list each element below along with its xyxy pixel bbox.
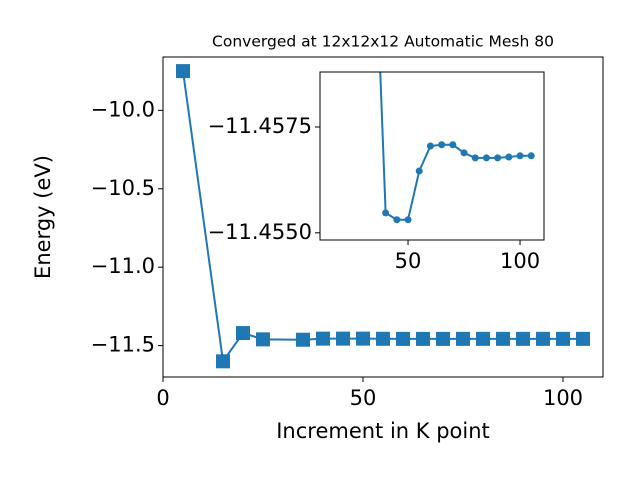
y-tick-label: −11.4550	[208, 220, 312, 244]
x-tick-label: 100	[543, 386, 583, 410]
y-tick-label: −11.4575	[208, 114, 312, 138]
marker	[516, 152, 524, 160]
y-tick-label: −10.0	[91, 97, 155, 121]
x-axis-label: Increment in K point	[276, 419, 490, 443]
marker	[404, 216, 412, 224]
marker	[216, 354, 230, 369]
marker	[415, 167, 423, 175]
chart-title: Converged at 12x12x12 Automatic Mesh 80	[212, 33, 554, 51]
marker	[496, 331, 510, 346]
axes-frame	[162, 56, 604, 378]
marker	[527, 152, 535, 160]
y-tick-label: −11.5	[91, 333, 155, 357]
marker	[426, 142, 434, 150]
plot-clip	[176, 64, 590, 369]
marker	[236, 326, 250, 341]
x-tick-label: 100	[500, 249, 540, 273]
axes-frame	[319, 71, 545, 241]
marker	[256, 332, 270, 347]
marker	[376, 331, 390, 346]
marker	[482, 154, 490, 162]
marker	[471, 154, 479, 162]
marker	[176, 64, 190, 79]
marker	[356, 331, 370, 346]
x-tick-label: 0	[156, 386, 169, 410]
marker	[536, 331, 550, 346]
marker	[494, 154, 502, 162]
marker	[576, 331, 590, 346]
plot-clip	[379, 72, 535, 224]
marker	[438, 141, 446, 149]
marker	[416, 331, 430, 346]
marker	[456, 331, 470, 346]
x-tick-label: 50	[395, 249, 422, 273]
y-tick-label: −11.0	[91, 254, 155, 278]
marker	[296, 332, 310, 347]
marker	[436, 331, 450, 346]
marker	[449, 141, 457, 149]
y-tick-label: −10.5	[91, 176, 155, 200]
marker	[336, 331, 350, 346]
marker	[316, 331, 330, 346]
marker	[460, 149, 468, 157]
x-tick-label: 50	[350, 386, 377, 410]
marker	[556, 331, 570, 346]
y-axis-label: Energy (eV)	[31, 155, 55, 279]
marker	[382, 209, 390, 217]
marker	[505, 153, 513, 161]
marker	[476, 331, 490, 346]
marker	[393, 216, 401, 224]
marker	[396, 331, 410, 346]
marker	[516, 331, 530, 346]
